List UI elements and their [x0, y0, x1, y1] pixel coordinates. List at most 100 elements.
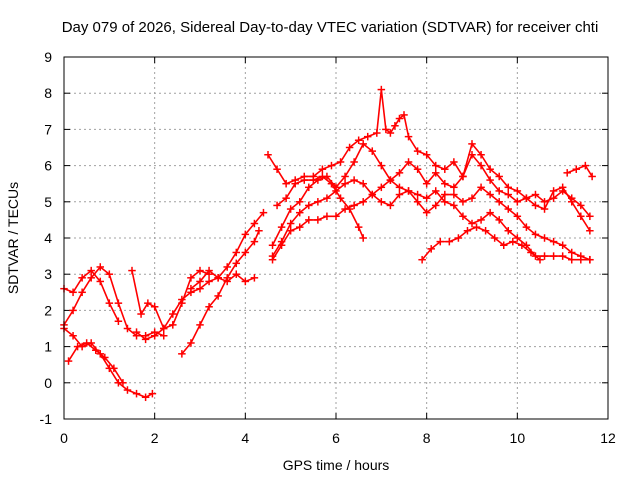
- data-point: [332, 212, 340, 221]
- data-point: [169, 321, 177, 329]
- data-point: [82, 339, 91, 347]
- data-point: [268, 255, 277, 264]
- data-point: [395, 190, 404, 199]
- data-point: [205, 277, 213, 286]
- data-point: [250, 237, 259, 246]
- data-point: [577, 212, 585, 221]
- data-point: [441, 165, 449, 173]
- data-point: [232, 259, 241, 268]
- data-point: [114, 317, 123, 326]
- data-point: [490, 234, 499, 242]
- data-point: [159, 324, 168, 333]
- data-point: [350, 201, 358, 210]
- data-point: [540, 252, 549, 260]
- data-point: [441, 198, 449, 206]
- plot-frame: [63, 56, 609, 420]
- data-point: [558, 252, 567, 260]
- series-s6: [132, 208, 268, 344]
- data-point: [513, 187, 522, 195]
- data-point: [336, 194, 345, 202]
- data-point: [286, 205, 295, 213]
- data-point: [477, 161, 485, 170]
- data-point: [105, 270, 114, 278]
- series-line: [131, 269, 210, 330]
- data-point: [549, 187, 558, 195]
- data-point: [295, 198, 304, 206]
- series-s3: [64, 339, 127, 387]
- data-point: [291, 179, 299, 188]
- data-point: [386, 176, 395, 184]
- data-point: [477, 183, 485, 192]
- data-point: [250, 219, 259, 228]
- data-point: [359, 140, 367, 148]
- data-point: [531, 201, 540, 210]
- data-point: [187, 339, 195, 347]
- data-point: [241, 230, 250, 239]
- data-point: [327, 179, 336, 188]
- x-tick-labels: 0 2 4 6 8 10 12: [60, 430, 616, 446]
- data-point: [377, 198, 386, 206]
- data-point: [377, 161, 386, 170]
- data-point: [69, 331, 77, 340]
- data-point: [382, 125, 390, 134]
- data-point: [513, 198, 522, 206]
- data-point: [305, 183, 313, 192]
- data-point: [527, 248, 535, 257]
- data-point: [395, 169, 404, 177]
- data-point: [178, 350, 186, 358]
- data-point: [282, 179, 290, 188]
- data-point: [441, 190, 449, 199]
- data-point: [586, 212, 594, 221]
- data-point: [468, 150, 476, 159]
- data-point: [359, 179, 367, 188]
- data-point: [495, 172, 503, 181]
- data-point: [241, 248, 250, 257]
- data-point: [486, 176, 494, 184]
- data-point: [196, 277, 204, 286]
- data-point: [586, 255, 594, 264]
- x-tick-label: 2: [151, 430, 159, 446]
- data-point: [431, 201, 440, 210]
- data-point: [450, 190, 458, 199]
- data-point: [513, 212, 522, 221]
- data-point: [169, 310, 177, 318]
- data-point: [567, 255, 576, 264]
- series-s1: [60, 263, 168, 340]
- data-point: [196, 284, 204, 293]
- data-point: [431, 169, 440, 177]
- data-point: [377, 85, 386, 94]
- data-point: [404, 158, 413, 166]
- data-point: [513, 234, 522, 242]
- data-point: [422, 179, 431, 188]
- data-point: [232, 270, 241, 278]
- data-point: [187, 274, 195, 282]
- data-point: [404, 187, 413, 195]
- y-tick-label: 3: [44, 266, 52, 282]
- data-point: [305, 216, 313, 224]
- data-series: [60, 85, 596, 402]
- data-point: [132, 328, 141, 336]
- data-point: [540, 234, 549, 242]
- data-point: [577, 201, 585, 210]
- data-point: [436, 237, 445, 246]
- data-point: [73, 342, 82, 351]
- data-point: [495, 198, 503, 206]
- y-tick-label: 5: [44, 194, 52, 210]
- data-point: [450, 201, 458, 210]
- data-point: [486, 165, 494, 173]
- data-point: [241, 277, 250, 286]
- data-point: [96, 263, 105, 271]
- data-point: [413, 147, 422, 155]
- data-point: [427, 245, 435, 253]
- data-point: [341, 172, 349, 181]
- data-point: [69, 288, 77, 297]
- series-line: [181, 229, 260, 355]
- data-point: [468, 194, 476, 202]
- series-line: [267, 88, 591, 218]
- x-tick-label: 8: [423, 430, 431, 446]
- data-point: [350, 158, 358, 166]
- data-point: [413, 165, 422, 173]
- data-point: [178, 295, 186, 304]
- data-point: [318, 172, 327, 181]
- data-point: [477, 150, 485, 159]
